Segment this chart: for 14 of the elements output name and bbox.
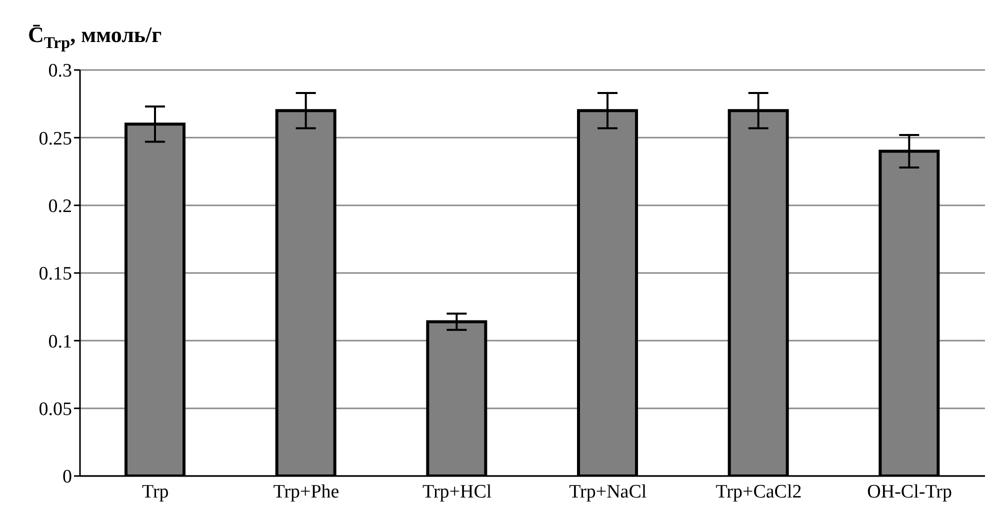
- y-tick-label: 0.05: [38, 399, 72, 420]
- x-tick-label: Trp+Phe: [273, 481, 340, 502]
- x-tick-label: OH-Cl-Trp: [867, 481, 952, 502]
- x-tick-label: Trp+HCl: [422, 481, 492, 502]
- y-tick-label: 0.1: [48, 331, 72, 352]
- y-tick-label: 0.25: [38, 128, 72, 150]
- x-tick-label: Trp: [142, 481, 169, 502]
- y-tick-label: 0.2: [48, 196, 72, 218]
- y-tick-label: 0.15: [38, 264, 72, 285]
- x-tick-label: Trp+CaCl2: [716, 481, 802, 502]
- y-axis-title: C̄$_{Trp}$, ммоль/г: [28, 22, 162, 52]
- y-tick-label: 0.3: [48, 60, 72, 82]
- y-tick-label: 0: [62, 466, 72, 488]
- x-tick-label: Trp+NaCl: [569, 481, 647, 502]
